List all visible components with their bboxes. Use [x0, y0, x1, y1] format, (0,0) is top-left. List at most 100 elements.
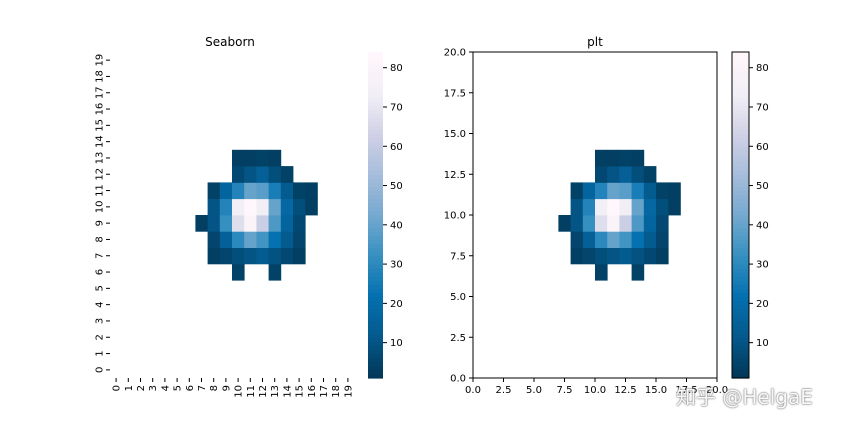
seaborn-heatmap-cell: [293, 231, 306, 248]
seaborn-colorbar-gradient-step: [368, 243, 383, 249]
plt-heatmap-cell: [582, 215, 596, 232]
seaborn-x-tick-label: 19: [343, 385, 354, 398]
seaborn-y-tick-label: 7: [95, 253, 106, 259]
seaborn-heatmap-cell: [219, 198, 233, 216]
seaborn-heatmap-cell: [232, 149, 245, 167]
seaborn-colorbar-gradient-step: [368, 373, 383, 379]
seaborn-colorbar-gradient-step: [368, 316, 383, 322]
seaborn-colorbar-gradient-step: [368, 96, 383, 102]
seaborn-heatmap-cell: [232, 215, 245, 232]
plt-heatmap-cell: [656, 231, 669, 248]
seaborn-colorbar-gradient-step: [368, 109, 383, 114]
seaborn-heatmap-cell: [268, 263, 282, 281]
plt-colorbar-gradient-step: [732, 162, 749, 167]
plt-colorbar-gradient-step: [732, 96, 749, 102]
seaborn-heatmap-cell: [256, 215, 269, 232]
seaborn-colorbar-gradient-step: [368, 88, 383, 94]
seaborn-heatmap-cell: [207, 231, 221, 248]
plt-heatmap-cell: [607, 198, 620, 216]
seaborn-colorbar-gradient-step: [368, 157, 383, 163]
plt-colorbar-gradient-step: [732, 308, 749, 314]
seaborn-y-tick-label: 2: [95, 334, 106, 340]
seaborn-heatmap-cell: [219, 231, 233, 248]
plt-heatmap-cell: [619, 231, 632, 248]
seaborn-colorbar-gradient-step: [368, 56, 383, 61]
seaborn-x-tick-label: 5: [173, 385, 184, 391]
seaborn-heatmap-cell: [268, 215, 282, 232]
plt-heatmap: [558, 149, 681, 281]
seaborn-colorbar-gradient-step: [368, 60, 383, 65]
seaborn-y-tick-label: 14: [95, 135, 106, 148]
seaborn-x-tick-label: 7: [197, 385, 208, 391]
seaborn-x-tick-label: 17: [319, 385, 330, 398]
seaborn-colorbar-gradient-step: [368, 337, 383, 342]
plt-colorbar-gradient-step: [732, 149, 749, 155]
plt-y-tick-label: 12.5: [444, 170, 466, 181]
plt-colorbar-gradient-step: [732, 129, 749, 135]
plt-heatmap-cell: [595, 149, 608, 167]
seaborn-colorbar-gradient-step: [368, 215, 383, 220]
seaborn-x-tick-label: 3: [148, 385, 159, 391]
seaborn-x-tick-label: 11: [246, 385, 257, 398]
plt-colorbar-gradient-step: [732, 243, 749, 249]
plt-heatmap-cell: [643, 166, 657, 183]
plt-colorbar-gradient-step: [732, 304, 749, 310]
plt-colorbar-gradient-step: [732, 292, 749, 298]
seaborn-colorbar-gradient-step: [368, 125, 383, 131]
seaborn-title: Seaborn: [205, 35, 255, 49]
plt-x-tick-label: 15.0: [645, 385, 667, 396]
plt-colorbar-gradient-step: [732, 141, 749, 147]
plt-colorbar-gradient-step: [732, 333, 749, 338]
plt-colorbar-gradient-step: [732, 353, 749, 359]
plt-y-tick-label: 17.5: [444, 88, 466, 99]
plt-colorbar-gradient-step: [732, 365, 749, 371]
seaborn-colorbar-gradient-step: [368, 276, 383, 281]
seaborn-heatmap-cell: [256, 182, 269, 200]
plt-colorbar-gradient-step: [732, 182, 749, 188]
seaborn-heatmap-cell: [232, 263, 245, 281]
seaborn-y-tick-label: 6: [95, 269, 106, 275]
plt-colorbar-gradient-step: [732, 84, 749, 90]
plt-heatmap-cell: [643, 198, 657, 216]
seaborn-heatmap-cell: [244, 182, 257, 200]
seaborn-y-tick-label: 17: [95, 86, 106, 99]
plt-heatmap-cell: [631, 263, 645, 281]
plt-heatmap-cell: [595, 182, 608, 200]
seaborn-y-tick-label: 8: [95, 236, 106, 242]
seaborn-colorbar-gradient-step: [368, 263, 383, 269]
seaborn-colorbar-gradient-step: [368, 235, 383, 241]
plt-colorbar-tick-label: 30: [756, 260, 769, 271]
seaborn-heatmap-cell: [244, 149, 257, 167]
seaborn-heatmap-cell: [256, 231, 269, 248]
plt-heatmap-cell: [595, 247, 608, 265]
seaborn-colorbar-gradient-step: [368, 267, 383, 273]
plt-colorbar-gradient-step: [732, 284, 749, 289]
plt-heatmap-cell: [656, 247, 669, 265]
seaborn-heatmap-cell: [305, 198, 318, 216]
plt-heatmap-cell: [595, 263, 608, 281]
seaborn-y-tick-label: 4: [95, 301, 106, 307]
plt-heatmap-cell: [619, 166, 632, 183]
seaborn-colorbar-gradient-step: [368, 149, 383, 155]
seaborn-colorbar-gradient-step: [368, 206, 383, 212]
plt-panel: plt 0.0 2.5 5.0 7.5 10.0 12.5 15.0 17.5 20.0 0.0…: [444, 35, 769, 396]
seaborn-colorbar-gradient-step: [368, 345, 383, 351]
plt-colorbar-gradient-step: [732, 320, 749, 326]
plt-colorbar-gradient-step: [732, 312, 749, 318]
plt-colorbar-gradient-step: [732, 170, 749, 175]
seaborn-y-tick-label: 18: [95, 70, 106, 83]
plt-x-axis: 0.0 2.5 5.0 7.5 10.0 12.5 15.0 17.5 20.0: [465, 378, 728, 396]
plt-heatmap-cell: [656, 198, 669, 216]
plt-heatmap-cell: [619, 198, 632, 216]
seaborn-x-axis: 0 1 2 3 4 5 6 7 8 9 10 11 12 13 14 15 16 17 18 19: [112, 378, 354, 398]
seaborn-colorbar-gradient-step: [368, 259, 383, 265]
seaborn-heatmap-cell: [195, 215, 208, 232]
seaborn-colorbar-tick-label: 30: [390, 260, 403, 271]
seaborn-x-tick-label: 9: [221, 385, 232, 391]
seaborn-colorbar-gradient-step: [368, 202, 383, 208]
plt-heatmap-cell: [607, 182, 620, 200]
seaborn-colorbar-tick-label: 10: [390, 338, 403, 349]
seaborn-heatmap-cell: [232, 166, 245, 183]
seaborn-colorbar-gradient-step: [368, 255, 383, 261]
seaborn-y-tick-label: 3: [95, 318, 106, 324]
